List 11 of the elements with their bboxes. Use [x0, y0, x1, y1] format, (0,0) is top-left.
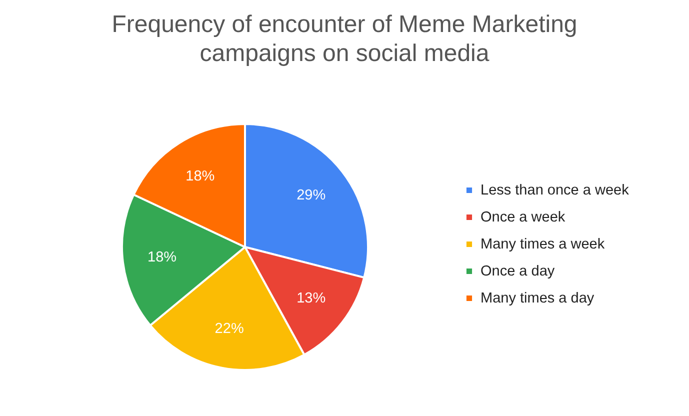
data-label: 29% — [296, 188, 326, 204]
data-label: 18% — [148, 249, 177, 266]
legend-label: Less than once a week — [480, 182, 630, 198]
legend-label: Once a day — [480, 263, 556, 280]
data-label: 13% — [296, 290, 326, 306]
legend-label: Many times a week — [480, 236, 606, 252]
chart-title: Frequency of encounter of Meme Marketing campaigns on social media — [112, 11, 578, 67]
legend-label: Once a week — [480, 209, 566, 226]
data-label: 22% — [214, 321, 244, 338]
legend-label: Many times a day — [480, 290, 595, 306]
data-label: 18% — [186, 168, 215, 184]
